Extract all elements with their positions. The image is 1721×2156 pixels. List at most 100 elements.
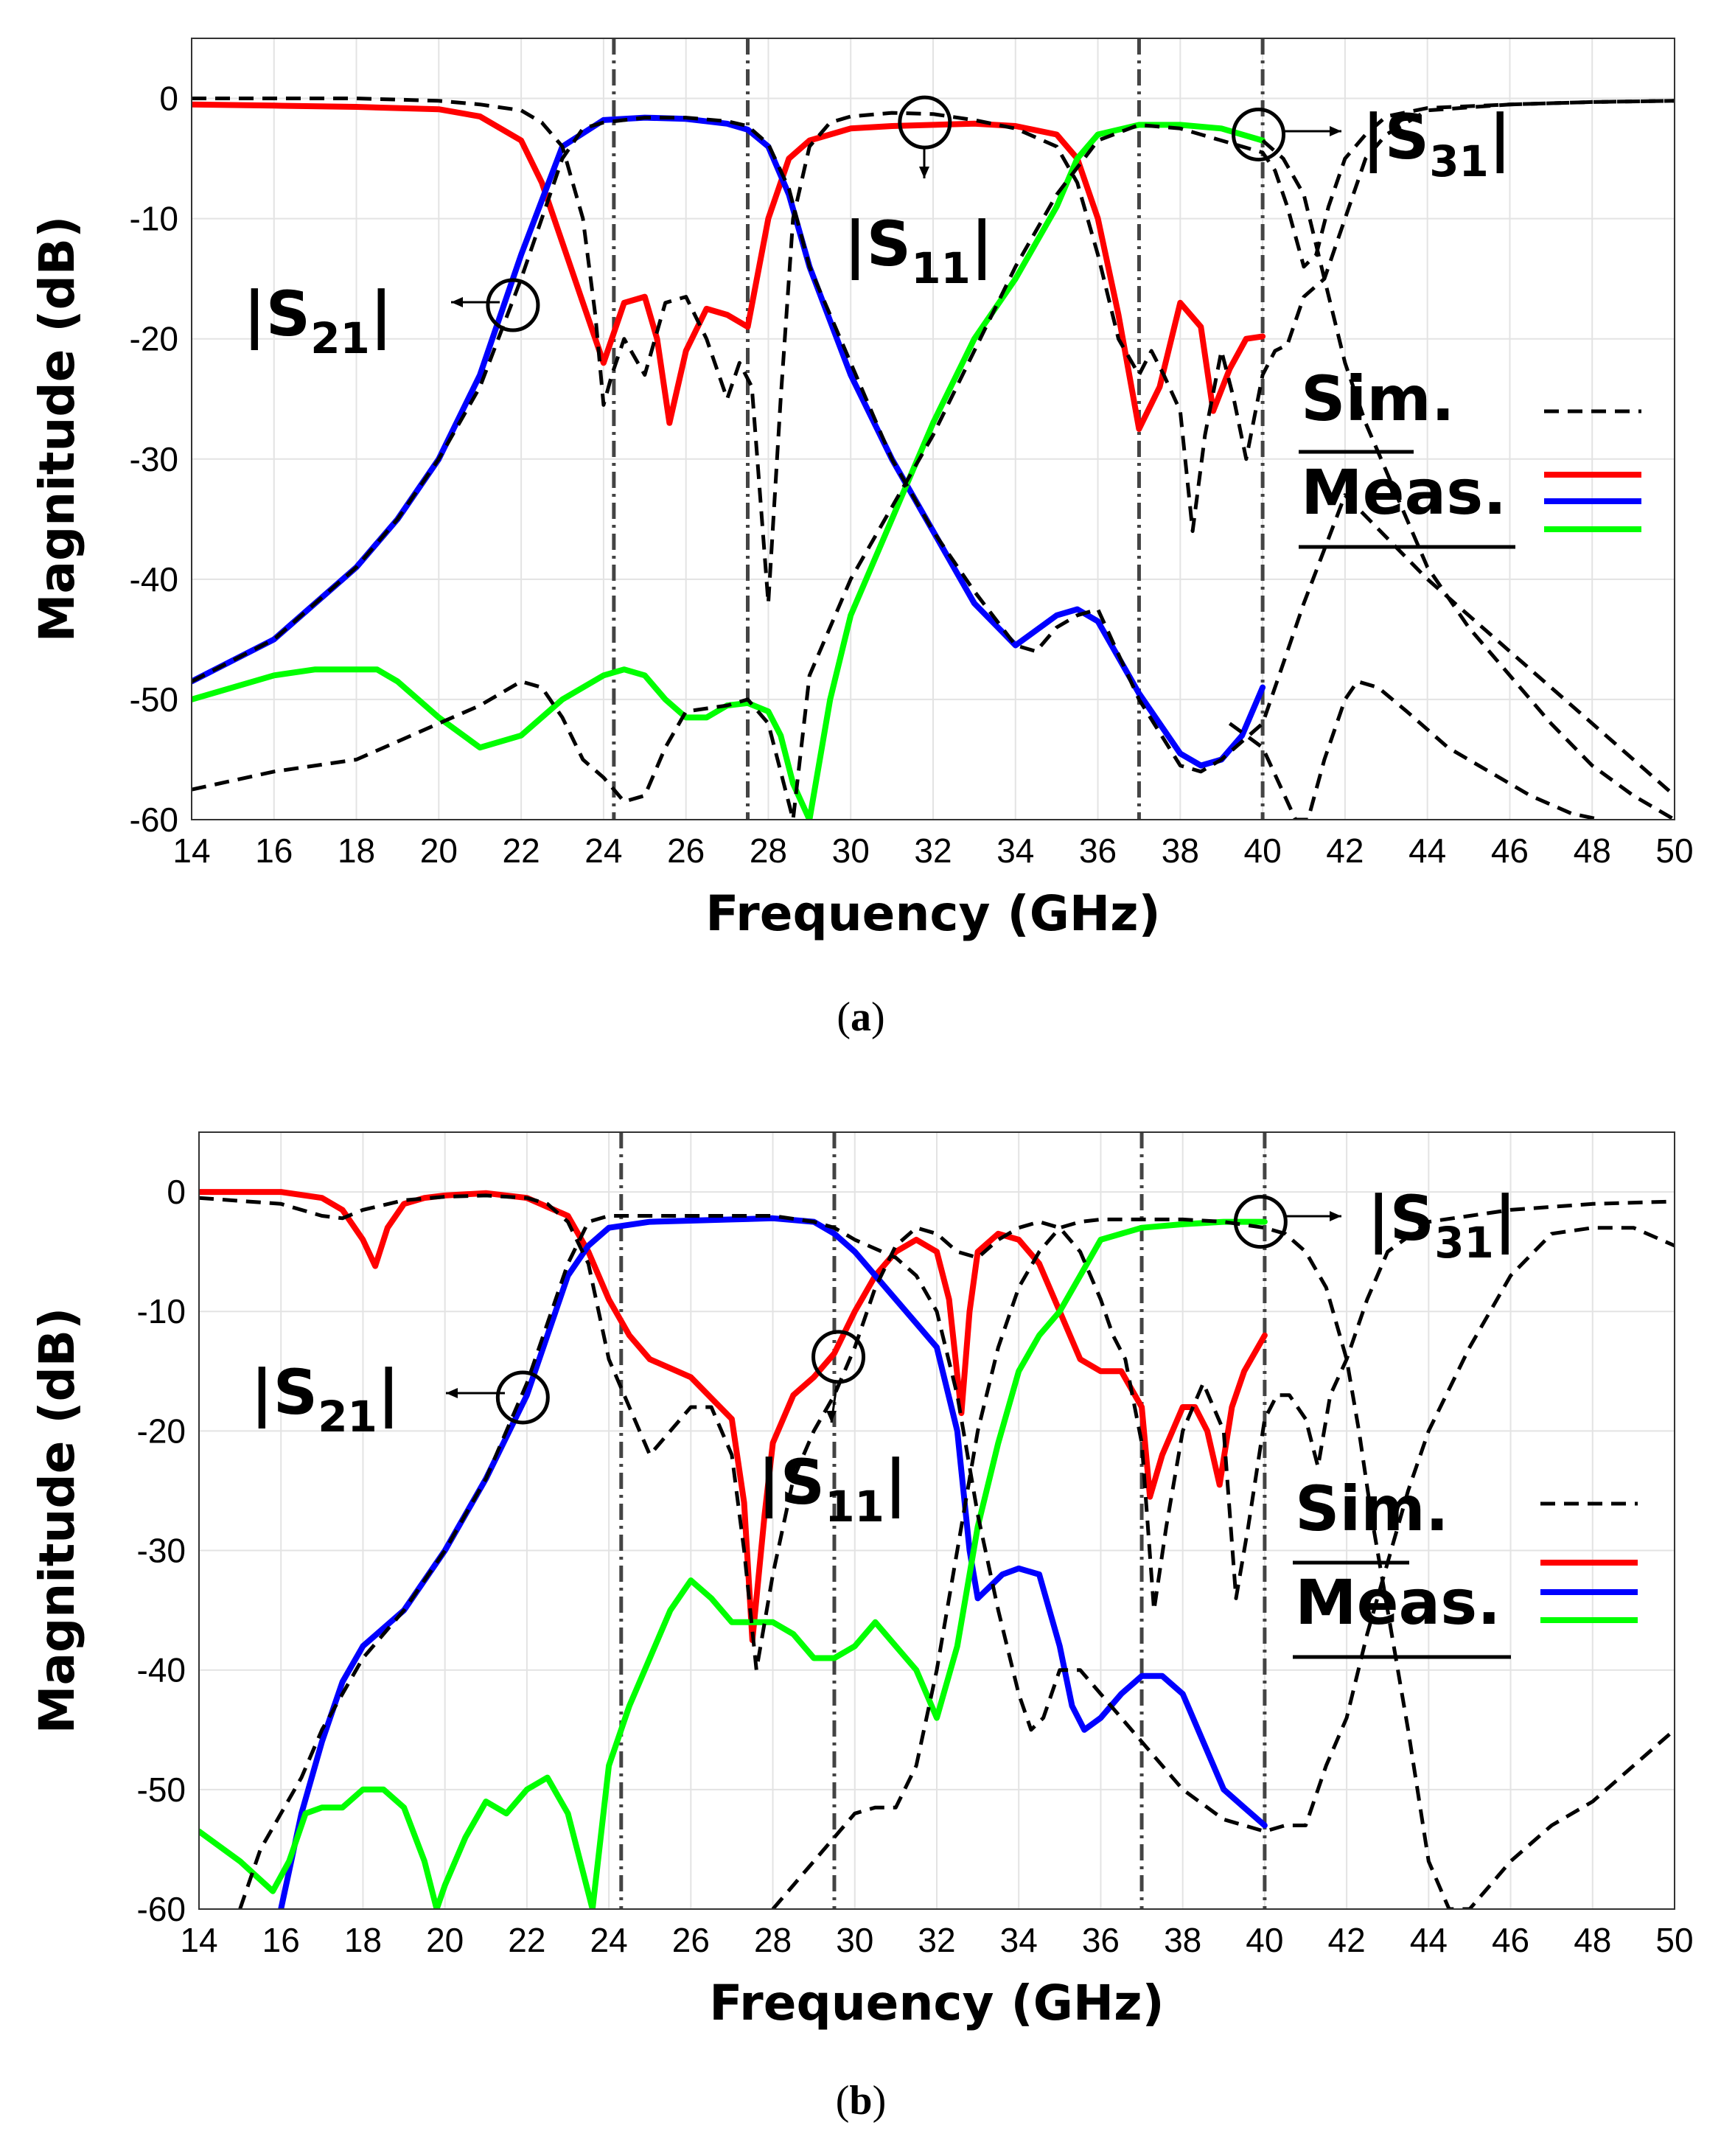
x-tick-label: 16 (255, 831, 293, 870)
s11-label: |S11| (844, 208, 994, 293)
x-tick-label: 48 (1574, 1921, 1611, 1959)
series-s31-meas (199, 1218, 1268, 1909)
series-s31-sim-stopband (1228, 680, 1601, 820)
s31-label-post: | (1494, 1182, 1517, 1255)
series-s11-sim (199, 1193, 1675, 1672)
s21-label: |S21| (251, 1356, 400, 1442)
y-axis-label: Magnitude (dB) (29, 216, 85, 642)
legend-meas-label: Meas. (1301, 456, 1507, 528)
s31-label-sub: 31 (1434, 1218, 1494, 1268)
x-tick-label: 36 (1082, 1921, 1120, 1959)
s31-marker-circle (1232, 107, 1286, 161)
caption-paren-open: ( (836, 2078, 850, 2124)
axes-frame (191, 38, 1675, 820)
s31-label-pre: |S (1362, 101, 1429, 173)
series-s21-meas (192, 114, 1266, 769)
y-tick-label: -20 (137, 1412, 186, 1450)
x-tick-label: 28 (754, 1921, 792, 1959)
x-tick-label: 26 (667, 831, 705, 870)
annotation-arrowhead (1330, 1211, 1341, 1221)
s21-marker-circle (495, 1370, 550, 1425)
s31-label-pre: |S (1367, 1182, 1434, 1255)
s21-label-post: | (370, 278, 393, 350)
x-tick-label: 40 (1246, 1921, 1283, 1959)
figure-caption: (a) (837, 994, 884, 1040)
y-tick-label: -50 (130, 680, 178, 719)
caption-paren-close: ) (871, 994, 885, 1040)
x-tick-label: 28 (750, 831, 787, 870)
caption-letter: a (851, 994, 871, 1040)
s11-label-post: | (971, 208, 994, 280)
s11-label-post: | (884, 1446, 907, 1518)
x-tick-label: 38 (1164, 1921, 1201, 1959)
x-tick-label: 24 (590, 1921, 628, 1959)
annotation-arrowhead (826, 1411, 837, 1423)
x-tick-label: 14 (172, 831, 210, 870)
s11-label-sub: 11 (911, 243, 971, 293)
x-tick-label: 26 (672, 1921, 710, 1959)
figure-caption: (b) (836, 2078, 886, 2124)
x-tick-label: 22 (508, 1921, 545, 1959)
x-tick-label: 38 (1162, 831, 1199, 870)
x-tick-label: 24 (584, 831, 622, 870)
series-s11-sim (192, 97, 1675, 605)
x-tick-label: 40 (1244, 831, 1282, 870)
s11-marker-circle (811, 1330, 866, 1384)
x-tick-label: 46 (1492, 1921, 1529, 1959)
caption-letter: b (849, 2078, 872, 2124)
annotation-arrowhead (446, 1388, 458, 1398)
s21-label-pre: |S (251, 1356, 318, 1428)
y-axis-label: Magnitude (dB) (29, 1308, 85, 1734)
y-tick-label: 0 (159, 80, 178, 118)
x-tick-label: 16 (262, 1921, 300, 1959)
x-tick-label: 32 (914, 831, 952, 870)
x-tick-label: 42 (1326, 831, 1364, 870)
y-tick-label: -10 (137, 1292, 186, 1330)
s31-label: |S31| (1362, 101, 1512, 186)
s21-label-post: | (377, 1356, 400, 1428)
y-tick-label: -40 (137, 1651, 186, 1689)
panel-a: 14 16 18 20 22 24 26 28 30 32 34 36 38 40 42 44 46 48 50 0 -… (29, 38, 1694, 1040)
y-tick-label: -30 (137, 1532, 186, 1570)
x-axis-label: Frequency (GHz) (705, 885, 1160, 942)
x-tick-label: 30 (836, 1921, 873, 1959)
s21-label-sub: 21 (318, 1392, 377, 1442)
legend-sim-label: Sim. (1295, 1473, 1449, 1545)
x-tick-label: 42 (1328, 1921, 1366, 1959)
series-s31-sim (771, 1217, 1675, 1909)
annotation-arrowhead (919, 167, 929, 178)
x-tick-label: 50 (1655, 1921, 1693, 1959)
x-tick-label: 44 (1408, 831, 1446, 870)
annotation-arrowhead (451, 297, 463, 307)
x-tick-label: 50 (1655, 831, 1693, 870)
s21-label-pre: |S (243, 278, 310, 350)
s21-marker-circle (486, 278, 540, 332)
series-s31-meas (192, 122, 1266, 820)
y-tick-label: -40 (130, 560, 178, 599)
s31-marker-circle (1233, 1195, 1288, 1249)
x-tick-label: 20 (420, 831, 458, 870)
y-tick-label: 0 (167, 1173, 186, 1211)
x-tick-label: 30 (832, 831, 870, 870)
panel-b: 14 16 18 20 22 24 26 28 30 32 34 36 38 40 42 44 46 48 50 0 -… (29, 1131, 1694, 2124)
s31-label: |S31| (1367, 1182, 1517, 1268)
y-tick-label: -50 (137, 1770, 186, 1809)
x-tick-label: 46 (1491, 831, 1529, 870)
x-tick-label: 48 (1574, 831, 1611, 870)
x-tick-label: 34 (996, 831, 1034, 870)
s21-label-sub: 21 (310, 313, 370, 363)
series-group (192, 97, 1675, 820)
axes-frame (198, 1131, 1675, 1910)
caption-paren-close: ) (873, 2078, 887, 2124)
s21-label: |S21| (243, 278, 393, 363)
s11-label: |S11| (758, 1446, 907, 1532)
legend-meas-label: Meas. (1295, 1566, 1501, 1639)
s11-label-pre: |S (758, 1446, 825, 1518)
series-s21-sim (192, 116, 1675, 798)
x-tick-label: 22 (503, 831, 540, 870)
x-tick-label: 18 (338, 831, 375, 870)
series-s21-sim-stopband (1261, 139, 1675, 820)
s31-label-sub: 31 (1429, 136, 1489, 186)
series-s31-sim (192, 99, 1675, 820)
